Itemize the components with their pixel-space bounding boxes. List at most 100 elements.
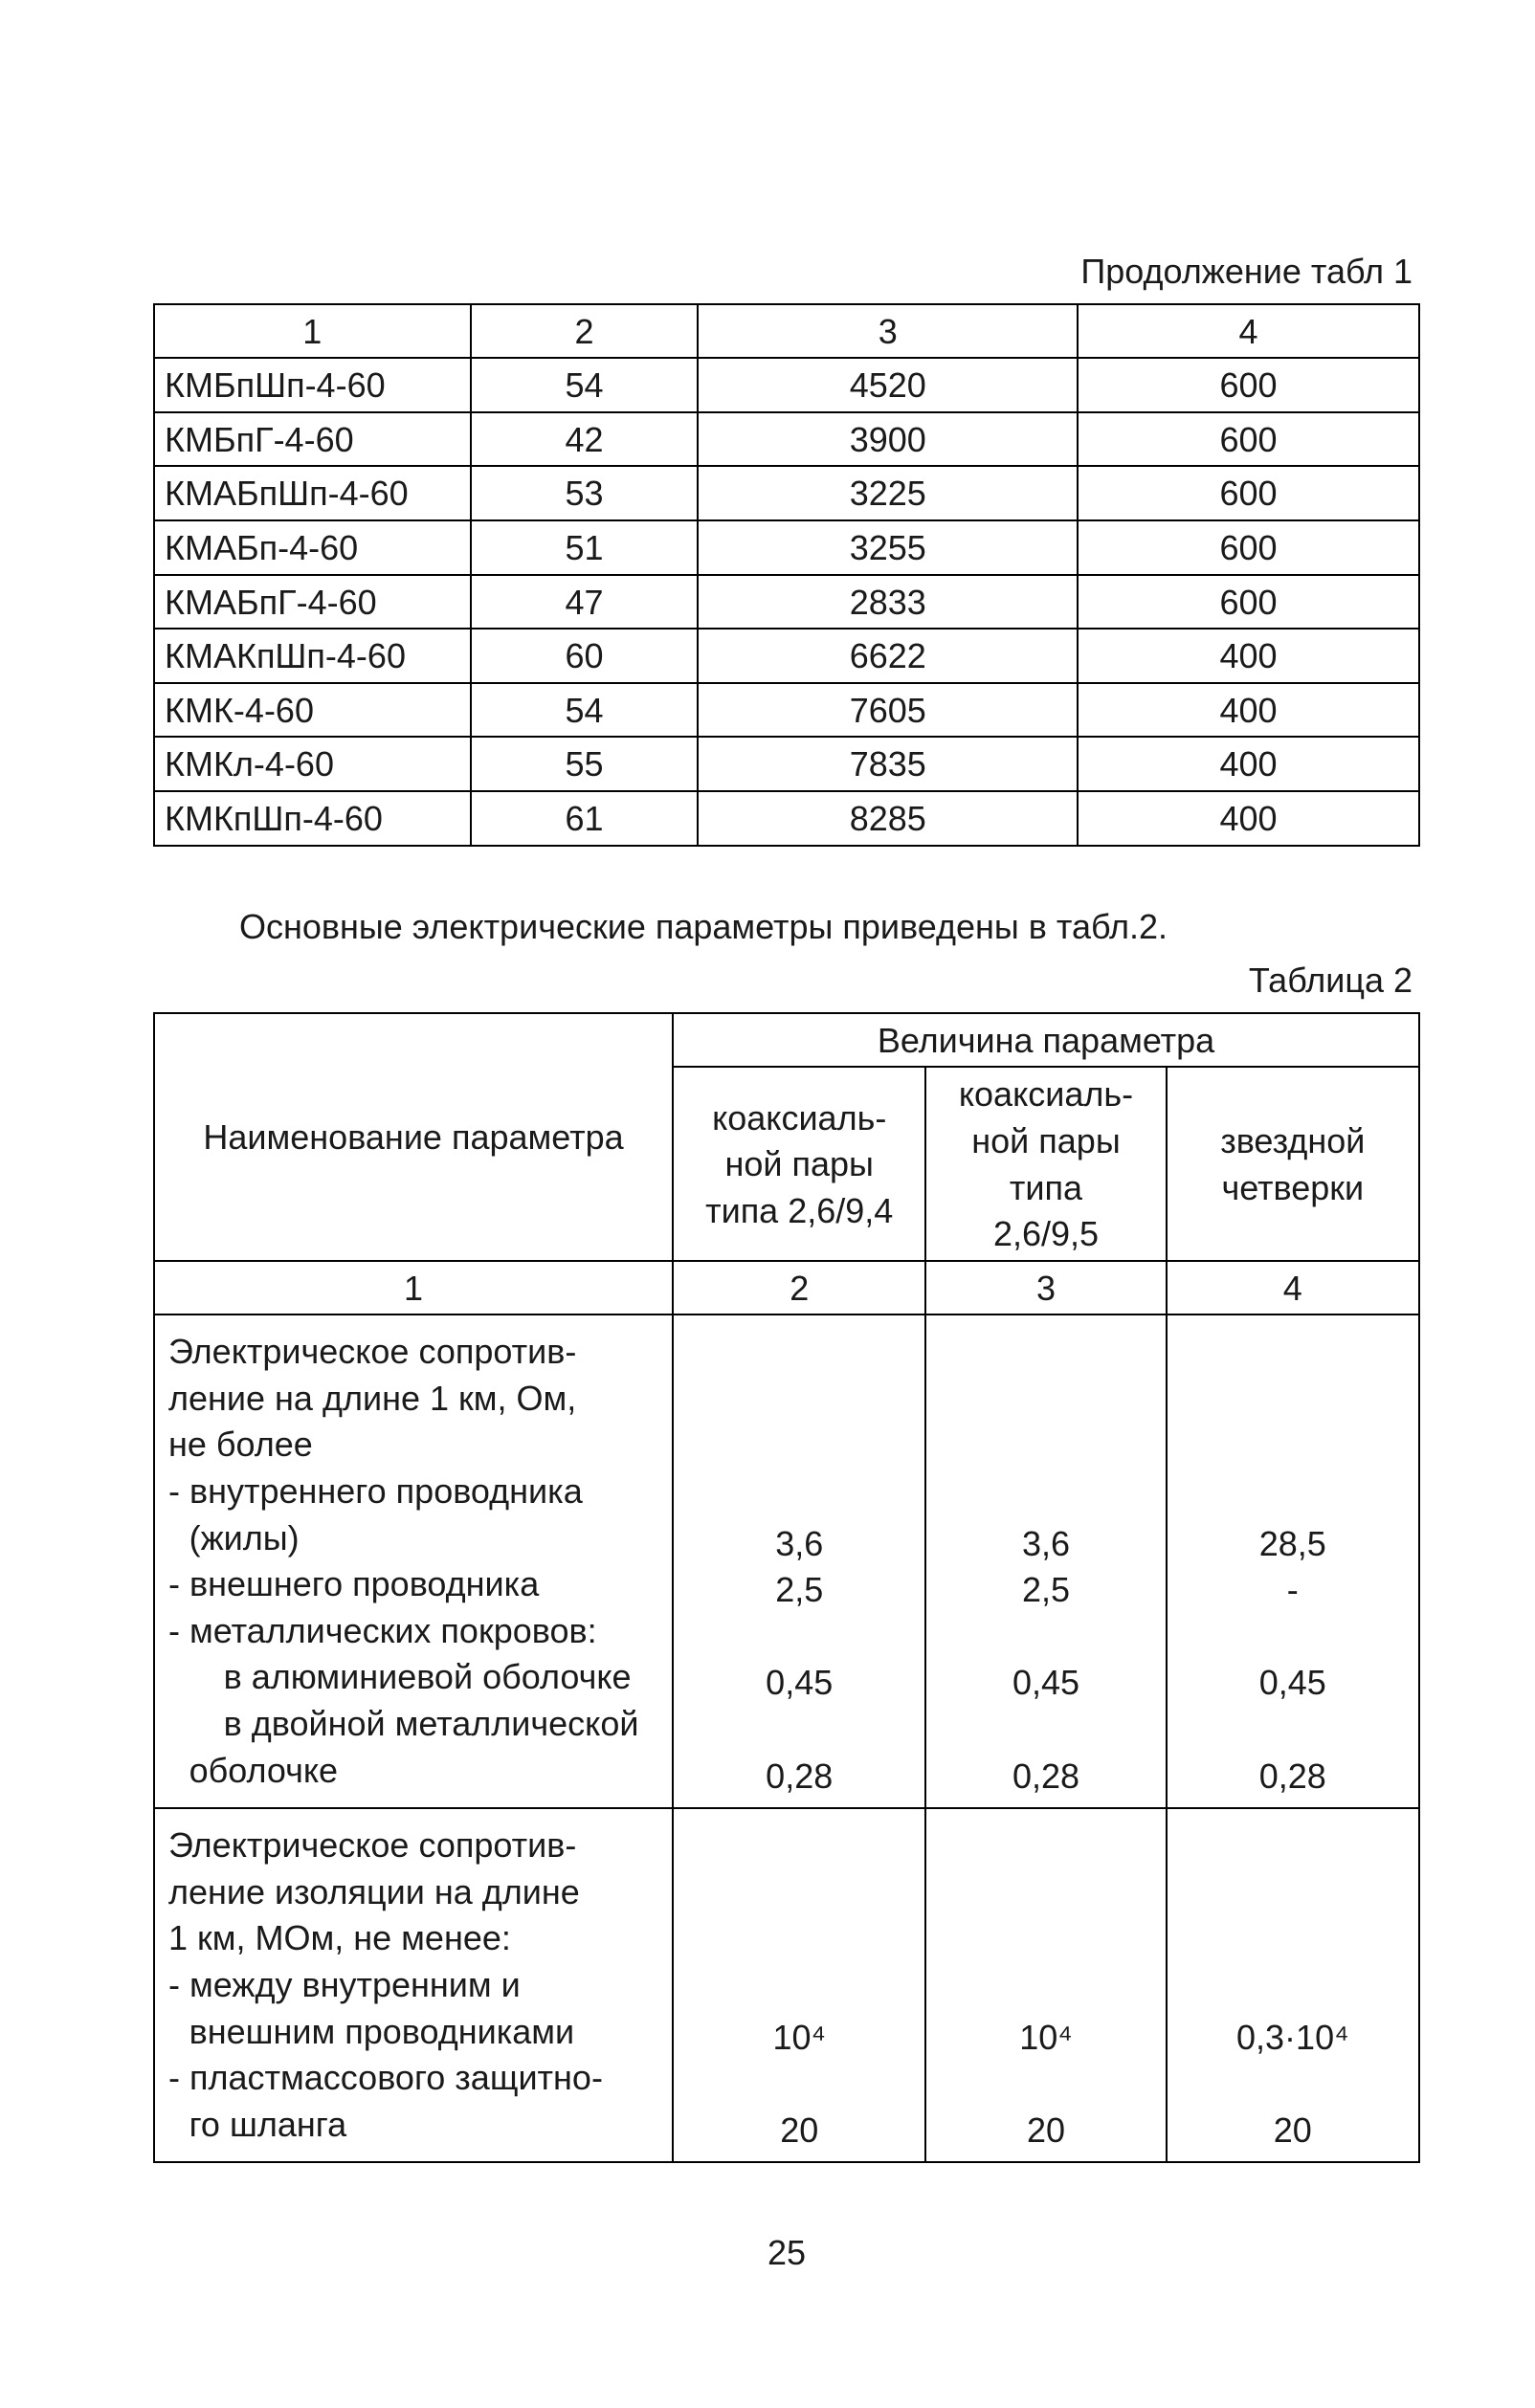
param-line: 1 км, МОм, не менее: <box>168 1915 662 1962</box>
value-sub-header-1: коаксиаль-ной парытипа 2,6/9,4 <box>673 1067 925 1260</box>
table-cell: 53 <box>471 466 699 520</box>
value <box>936 1828 1155 1875</box>
table-row: Электрическое сопротив-ление изоляции на… <box>154 1808 1419 2162</box>
table-cell: 42 <box>471 412 699 467</box>
value-cell-3: 3,62,5 0,45 0,28 <box>925 1314 1166 1808</box>
value: 28,5 <box>1177 1521 1409 1568</box>
value <box>683 1614 915 1661</box>
value: 20 <box>936 2108 1155 2154</box>
table-cell: 60 <box>471 629 699 683</box>
value <box>1177 1427 1409 1474</box>
value <box>936 1614 1155 1661</box>
param-line: - между внутренним и <box>168 1962 662 2009</box>
table-cell: 8285 <box>698 791 1078 846</box>
value <box>936 1381 1155 1428</box>
table-cell: 47 <box>471 575 699 630</box>
value <box>1177 1474 1409 1521</box>
table-cell: 51 <box>471 520 699 575</box>
table-cell: 400 <box>1078 791 1419 846</box>
param-line: Электрическое сопротив- <box>168 1823 662 1869</box>
param-line: в алюминиевой оболочке <box>168 1654 662 1701</box>
value <box>936 2061 1155 2108</box>
cable-name-cell: КМАБпШп-4-60 <box>154 466 471 520</box>
cable-name-cell: КМАБпГ-4-60 <box>154 575 471 630</box>
cable-name-cell: КМК-4-60 <box>154 683 471 738</box>
table2-body: Электрическое сопротив-ление на длине 1 … <box>154 1314 1419 2162</box>
table2: Наименование параметраВеличина параметра… <box>153 1012 1420 2164</box>
table1-col-2: 2 <box>471 304 699 359</box>
value: 3,6 <box>936 1521 1155 1568</box>
param-line: ление на длине 1 км, Ом, <box>168 1376 662 1423</box>
value: 3,6 <box>683 1521 915 1568</box>
value <box>1177 1707 1409 1754</box>
value <box>936 1707 1155 1754</box>
param-line: (жилы) <box>168 1515 662 1562</box>
col-number-3: 3 <box>925 1261 1166 1315</box>
value-cell-4: 28,5- 0,45 0,28 <box>1167 1314 1419 1808</box>
param-line: в двойной металлической <box>168 1701 662 1748</box>
table-cell: 3225 <box>698 466 1078 520</box>
cable-name-cell: КМАКпШп-4-60 <box>154 629 471 683</box>
value <box>936 1921 1155 1968</box>
document-page: Продолжение табл 1 1234 КМБпШп-4-6054452… <box>0 0 1535 2392</box>
param-line: не более <box>168 1422 662 1469</box>
value <box>1177 1381 1409 1428</box>
table-cell: 400 <box>1078 683 1419 738</box>
table1-caption: Продолжение табл 1 <box>153 249 1413 296</box>
table-cell: 600 <box>1078 358 1419 412</box>
param-line: - пластмассового защитно- <box>168 2055 662 2102</box>
value <box>936 1335 1155 1381</box>
value-sub-header-2: коаксиаль-ной парытипа2,6/9,5 <box>925 1067 1166 1260</box>
value <box>683 1335 915 1381</box>
value <box>1177 1335 1409 1381</box>
col-number-2: 2 <box>673 1261 925 1315</box>
table1-header: 1234 <box>154 304 1419 359</box>
value <box>1177 1614 1409 1661</box>
value <box>936 1968 1155 2015</box>
param-line: внешним проводниками <box>168 2009 662 2056</box>
param-line: оболочке <box>168 1748 662 1795</box>
table1-col-3: 3 <box>698 304 1078 359</box>
table-row: КМБпШп-4-60544520600 <box>154 358 1419 412</box>
page-number: 25 <box>153 2230 1420 2277</box>
value <box>1177 1875 1409 1922</box>
value <box>936 1427 1155 1474</box>
value: 10⁴ <box>936 2015 1155 2062</box>
value: 0,45 <box>1177 1660 1409 1707</box>
value: - <box>1177 1567 1409 1614</box>
value: 20 <box>1177 2108 1409 2154</box>
value-cell-2: 10⁴ 20 <box>673 1808 925 2162</box>
value <box>683 1828 915 1875</box>
value: 10⁴ <box>683 2015 915 2062</box>
value: 0,28 <box>1177 1754 1409 1800</box>
value <box>1177 2061 1409 2108</box>
value <box>683 1875 915 1922</box>
table1-col-4: 4 <box>1078 304 1419 359</box>
value-sub-header-3: звезднойчетверки <box>1167 1067 1419 1260</box>
param-cell: Электрическое сопротив-ление изоляции на… <box>154 1808 673 2162</box>
param-line: Электрическое сопротив- <box>168 1329 662 1376</box>
table-row: КМК-4-60547605400 <box>154 683 1419 738</box>
cable-name-cell: КМКл-4-60 <box>154 737 471 791</box>
value <box>1177 1968 1409 2015</box>
value <box>1177 1921 1409 1968</box>
cable-name-cell: КМБпГ-4-60 <box>154 412 471 467</box>
value: 0,45 <box>683 1660 915 1707</box>
table-row: КМАБпШп-4-60533225600 <box>154 466 1419 520</box>
value <box>683 1707 915 1754</box>
value <box>683 1381 915 1428</box>
table-cell: 54 <box>471 683 699 738</box>
value <box>683 1474 915 1521</box>
value <box>683 1968 915 2015</box>
value <box>936 1474 1155 1521</box>
param-line: - металлических покровов: <box>168 1608 662 1655</box>
table-cell: 7835 <box>698 737 1078 791</box>
table-cell: 600 <box>1078 466 1419 520</box>
col-number-4: 4 <box>1167 1261 1419 1315</box>
table-row: Электрическое сопротив-ление на длине 1 … <box>154 1314 1419 1808</box>
table2-header-row-1: Наименование параметраВеличина параметра <box>154 1013 1419 1068</box>
table-cell: 61 <box>471 791 699 846</box>
param-line: - внутреннего проводника <box>168 1469 662 1515</box>
value-cell-2: 3,62,5 0,45 0,28 <box>673 1314 925 1808</box>
table-cell: 600 <box>1078 412 1419 467</box>
